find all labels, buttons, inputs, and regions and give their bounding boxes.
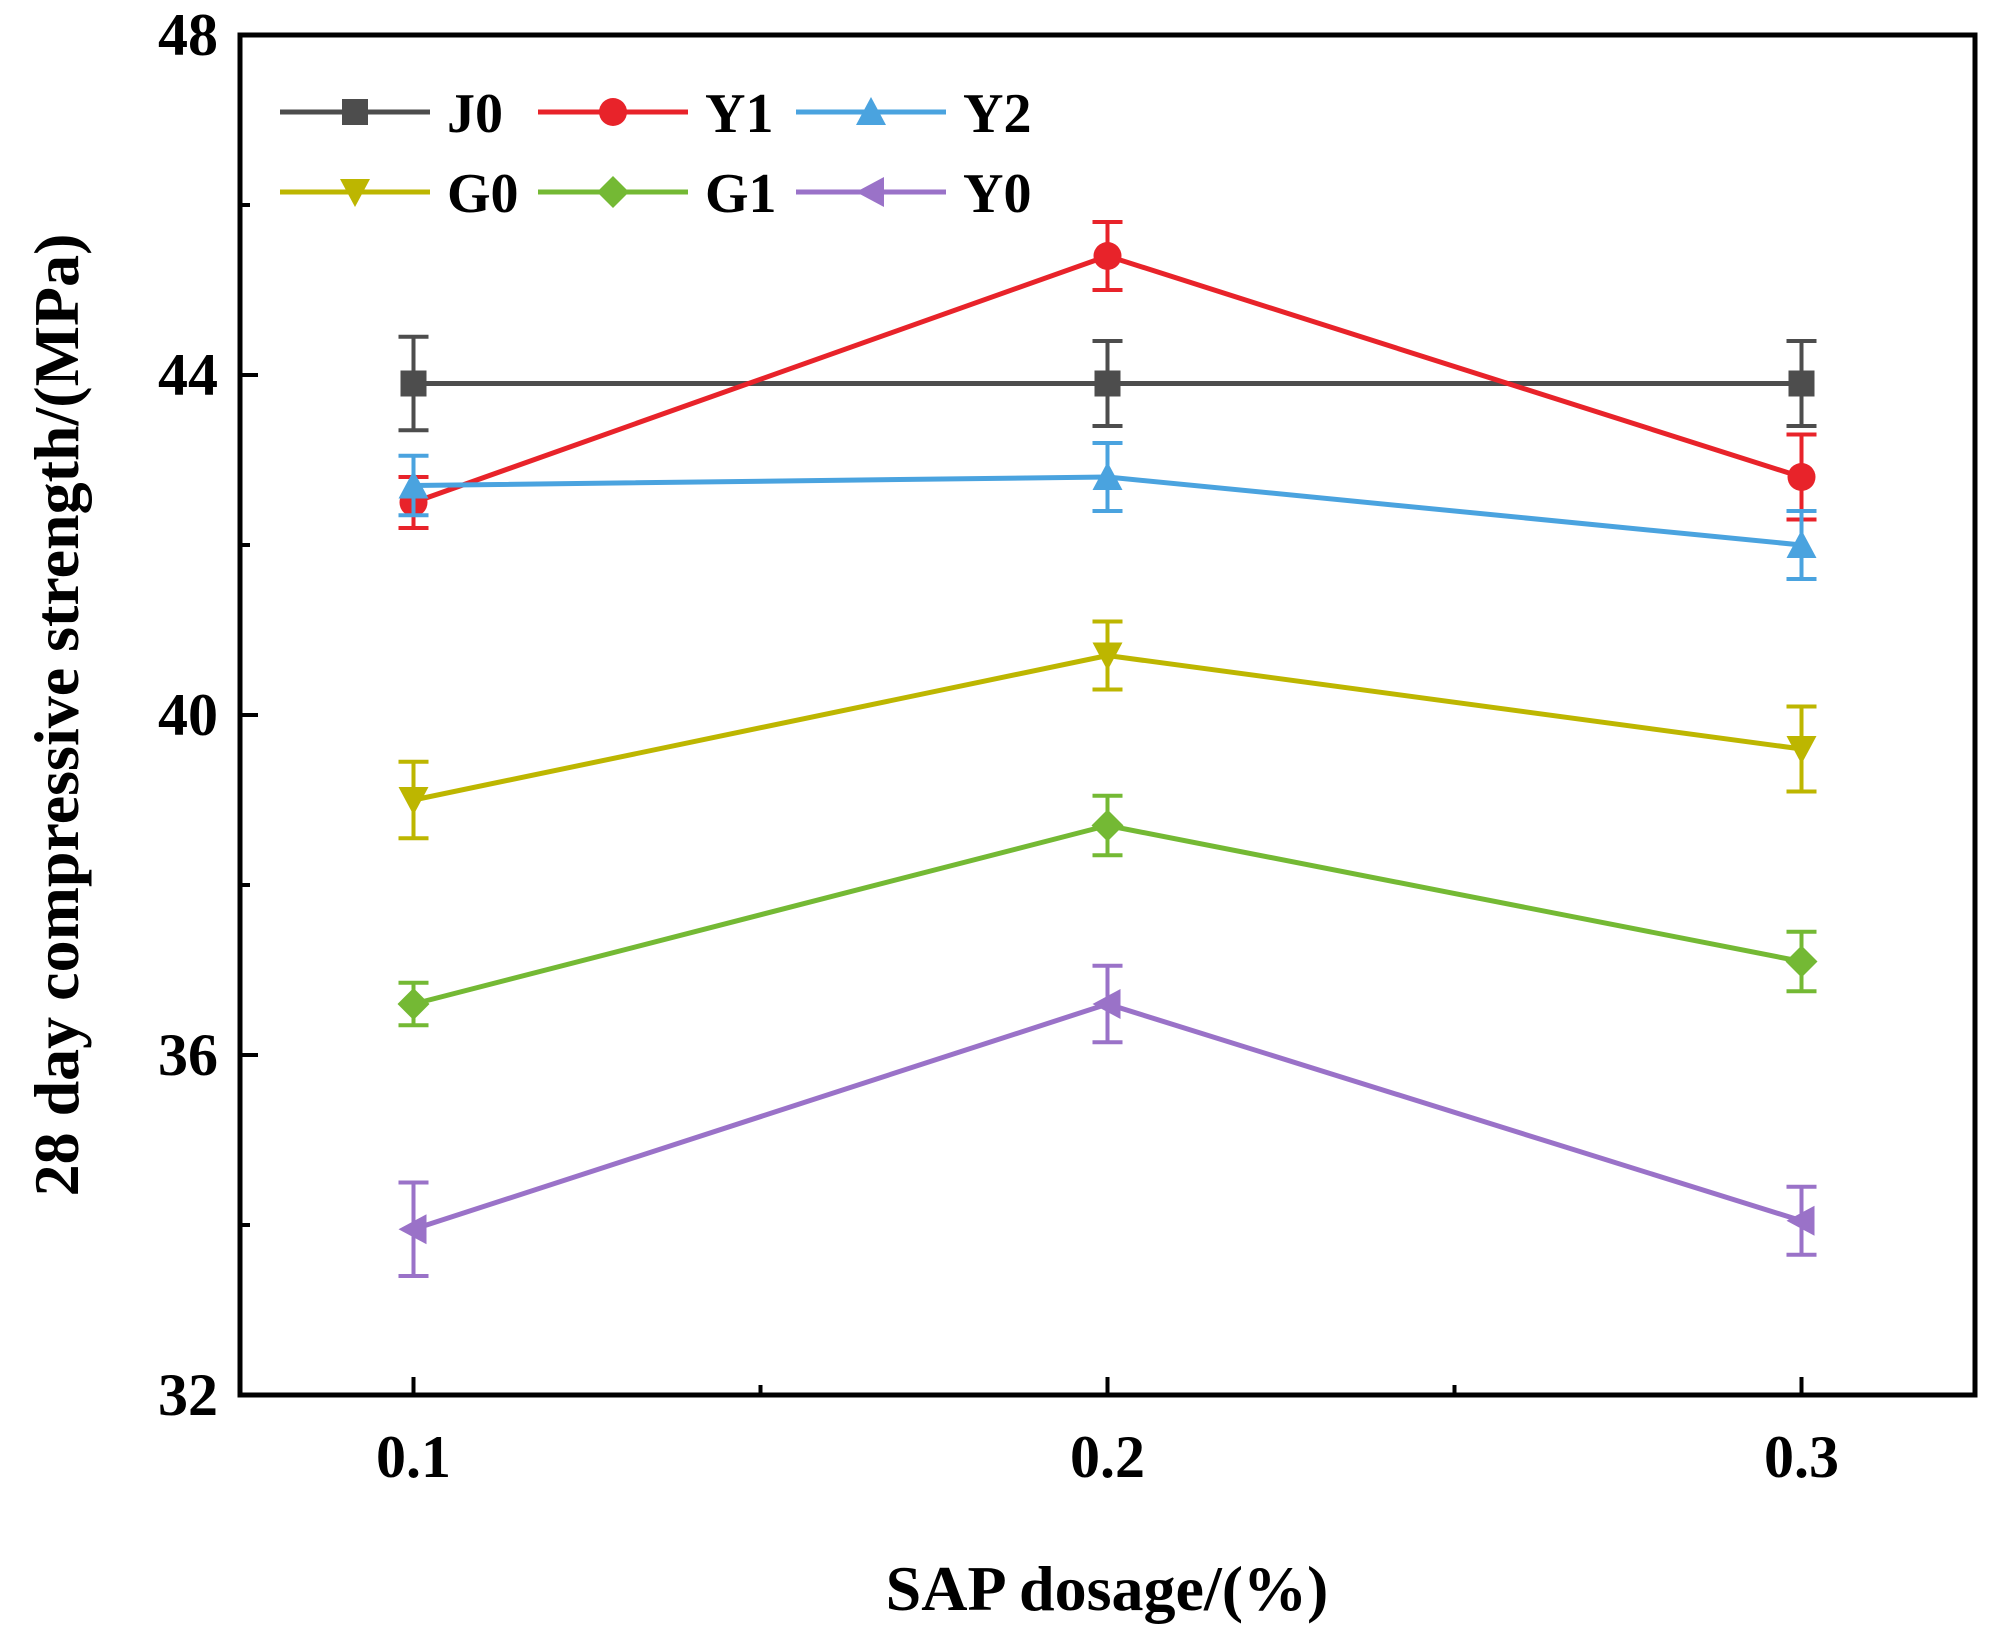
point-G1-0.1 — [397, 988, 430, 1020]
legend-item-G1: G1 — [538, 163, 777, 225]
point-Y1-0.3 — [1787, 463, 1816, 491]
series-Y0 — [398, 963, 1817, 1278]
point-Y2-0.3 — [1786, 530, 1817, 558]
legend-label-Y1: Y1 — [705, 83, 773, 145]
legend-label-J0: J0 — [447, 83, 503, 145]
point-Y0-0.2 — [1092, 989, 1121, 1019]
legend-marker-Y0 — [856, 177, 884, 207]
series-layer — [397, 220, 1818, 1278]
legend-item-Y2: Y2 — [796, 83, 1031, 145]
series-J0 — [398, 334, 1817, 433]
legend-item-G0: G0 — [280, 163, 519, 225]
y-tick-label-48: 48 — [158, 2, 218, 68]
x-axis-title: SAP dosage/(%) — [886, 1553, 1329, 1624]
point-G0-0.2 — [1092, 642, 1123, 671]
legend-label-Y0: Y0 — [963, 163, 1031, 225]
x-tick-label-0.2: 0.2 — [1070, 1424, 1145, 1490]
legend-marker-J0 — [342, 99, 368, 125]
legend: J0 Y1 Y2 G0 G1 Y0 — [280, 83, 1031, 225]
series-G1 — [397, 793, 1818, 1028]
axes: 32 36 40 44 48 0.1 0.2 0.3 — [158, 2, 1839, 1490]
point-G1-0.2 — [1091, 809, 1124, 842]
legend-marker-Y2 — [856, 97, 886, 125]
point-G0-0.3 — [1786, 736, 1817, 764]
y-axis-title: 28 day compressive strength/(MPa) — [21, 234, 92, 1197]
point-J0-0.2 — [1094, 370, 1121, 397]
y-tick-label-44: 44 — [158, 342, 218, 408]
series-Y2 — [398, 441, 1817, 581]
point-G0-0.1 — [398, 787, 429, 815]
point-Y2-0.2 — [1092, 462, 1123, 490]
legend-marker-Y1 — [599, 98, 627, 126]
legend-marker-G0 — [340, 179, 370, 207]
series-G0 — [398, 619, 1817, 841]
x-tick-label-0.3: 0.3 — [1764, 1424, 1839, 1490]
point-Y1-0.2 — [1093, 242, 1122, 270]
y-tick-label-32: 32 — [158, 1362, 218, 1428]
y-tick-label-36: 36 — [158, 1022, 218, 1088]
y-tick-label-40: 40 — [158, 682, 218, 748]
legend-item-J0: J0 — [280, 83, 503, 145]
legend-item-Y0: Y0 — [796, 163, 1031, 225]
legend-label-Y2: Y2 — [963, 83, 1031, 145]
point-J0-0.1 — [400, 370, 427, 397]
x-tick-label-0.1: 0.1 — [376, 1424, 451, 1490]
point-Y0-0.1 — [398, 1214, 427, 1245]
point-G1-0.3 — [1785, 945, 1818, 978]
legend-item-Y1: Y1 — [538, 83, 773, 145]
legend-label-G1: G1 — [705, 163, 777, 225]
legend-label-G0: G0 — [447, 163, 519, 225]
legend-marker-G1 — [597, 176, 629, 208]
point-J0-0.3 — [1788, 370, 1815, 397]
point-Y0-0.3 — [1786, 1205, 1815, 1236]
point-Y2-0.1 — [398, 470, 429, 499]
